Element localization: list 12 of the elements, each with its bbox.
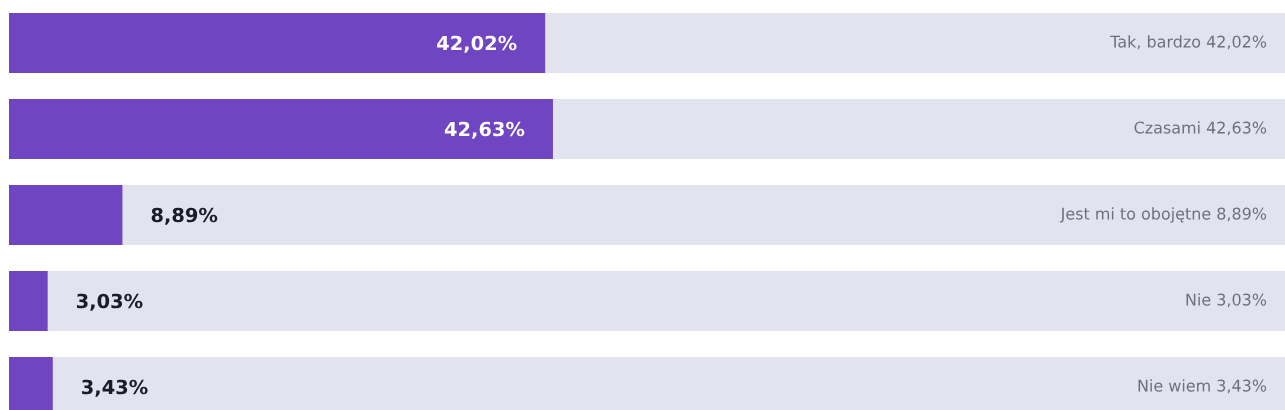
data-label: 3,03% bbox=[76, 293, 143, 311]
data-label: 8,89% bbox=[151, 207, 218, 225]
data-label: 3,43% bbox=[82, 379, 148, 397]
category-label: Tak, bardzo 42,02% bbox=[1110, 35, 1267, 50]
category-label: Nie wiem 3,43% bbox=[1138, 379, 1267, 394]
category-label: Czasami 42,63% bbox=[1134, 121, 1267, 136]
category-label: Jest mi to obojętne 8,89% bbox=[1059, 207, 1267, 223]
data-label: 42,02% bbox=[437, 35, 517, 53]
bar bbox=[9, 185, 123, 245]
bar bbox=[9, 271, 48, 331]
data-label: 42,63% bbox=[444, 121, 525, 139]
category-label: Nie 3,03% bbox=[1186, 293, 1267, 308]
